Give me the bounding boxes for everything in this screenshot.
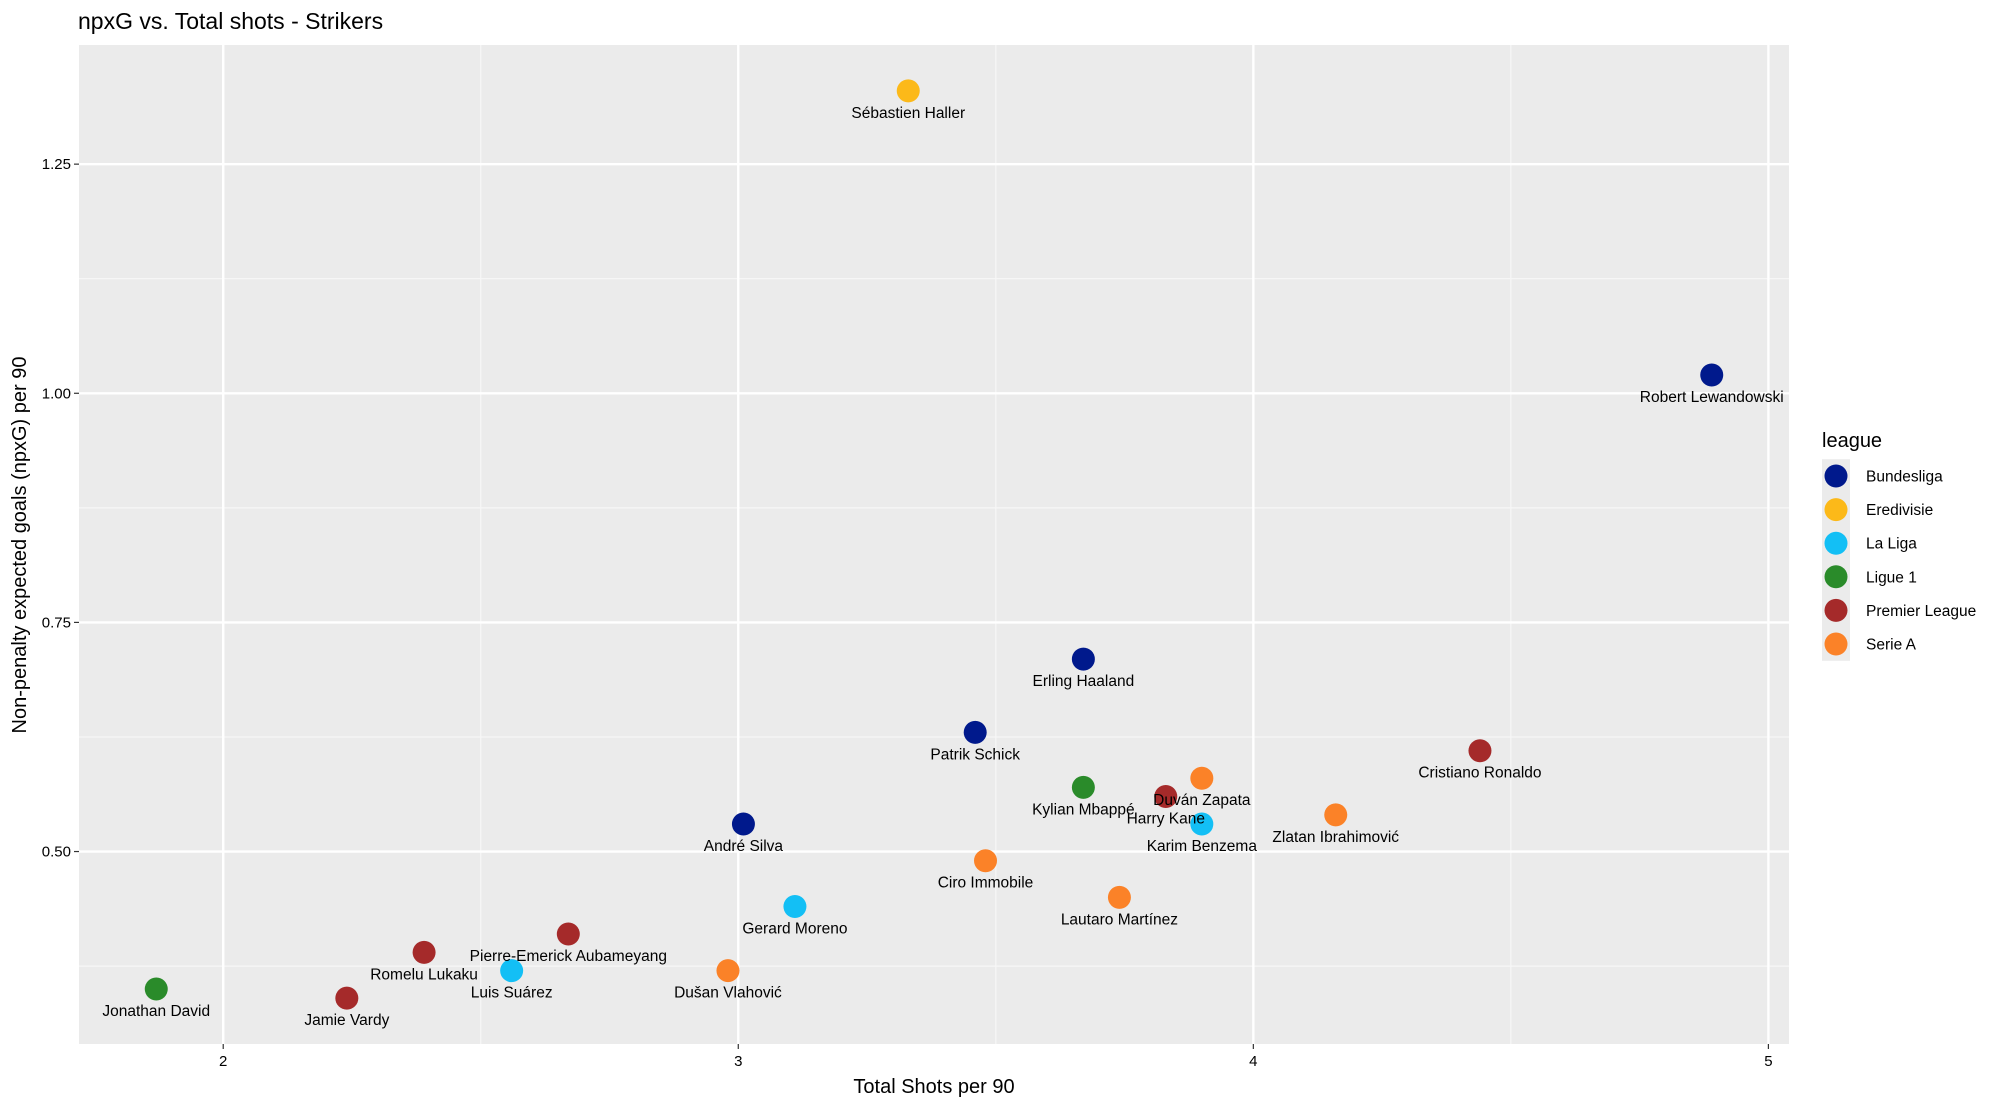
y-tick-label: 0.50 (42, 844, 71, 861)
point (1071, 647, 1095, 671)
y-axis-title: Non-penalty expected goals (npxG) per 90 (9, 357, 31, 734)
point-label: Lautaro Martínez (1061, 911, 1178, 928)
point (335, 986, 359, 1010)
legend-label: Premier League (1866, 603, 1976, 620)
point (1190, 766, 1214, 790)
point-label: Kylian Mbappé (1032, 801, 1135, 818)
point (783, 895, 807, 919)
plot-panel (79, 45, 1789, 1044)
x-tick-label: 5 (1764, 1053, 1772, 1070)
point (1071, 775, 1095, 799)
legend-label: Bundesliga (1866, 469, 1943, 486)
point (556, 922, 580, 946)
point (500, 959, 524, 983)
x-axis-title: Total Shots per 90 (853, 1076, 1014, 1098)
point (963, 720, 987, 744)
point-label: Cristiano Ronaldo (1418, 765, 1541, 782)
point (731, 812, 755, 836)
point (896, 79, 920, 103)
legend-key (1824, 531, 1848, 555)
point-label: Jonathan David (102, 1003, 210, 1020)
point (1700, 363, 1724, 387)
point (716, 959, 740, 983)
legend-key (1824, 632, 1848, 656)
x-tick-label: 2 (219, 1053, 227, 1070)
point-label: Harry Kane (1127, 811, 1205, 828)
point-label: Gerard Moreno (742, 921, 847, 938)
point-label: Sébastien Haller (851, 105, 965, 122)
x-tick-label: 3 (734, 1053, 742, 1070)
point-label: Ciro Immobile (938, 875, 1034, 892)
legend-key (1824, 498, 1848, 522)
point (1190, 812, 1214, 836)
point (1468, 739, 1492, 763)
legend-label: Eredivisie (1866, 502, 1933, 519)
y-tick-label: 1.00 (42, 385, 71, 402)
x-tick-label: 4 (1249, 1053, 1257, 1070)
point (1324, 803, 1348, 827)
point-label: Pierre-Emerick Aubameyang (470, 948, 667, 965)
point-label: Patrik Schick (930, 746, 1020, 763)
point-label: Luis Suárez (471, 985, 553, 1002)
point-label: André Silva (704, 838, 784, 855)
y-tick-label: 0.75 (42, 614, 71, 631)
point (1154, 785, 1178, 809)
legend-title: league (1822, 430, 1882, 452)
point-label: Zlatan Ibrahimović (1272, 829, 1399, 846)
legend-label: Serie A (1866, 637, 1917, 654)
legend-label: La Liga (1866, 536, 1917, 553)
legend-key (1824, 464, 1848, 488)
legend-key (1824, 565, 1848, 589)
legend-key-background (1822, 459, 1850, 661)
point-label: Robert Lewandowski (1640, 389, 1784, 406)
point-label: Romelu Lukaku (370, 966, 478, 983)
point-label: Dušan Vlahović (674, 985, 782, 1002)
point-label: Duván Zapata (1153, 792, 1251, 809)
point (144, 977, 168, 1001)
legend-key (1824, 598, 1848, 622)
point (412, 940, 436, 964)
point-label: Jamie Vardy (304, 1012, 389, 1029)
point-label: Erling Haaland (1033, 673, 1135, 690)
point (1107, 885, 1131, 909)
point (974, 849, 998, 873)
y-tick-label: 1.25 (42, 156, 71, 173)
legend-label: Ligue 1 (1866, 569, 1917, 586)
chart-title: npxG vs. Total shots - Strikers (78, 8, 383, 34)
point-label: Karim Benzema (1147, 838, 1258, 855)
